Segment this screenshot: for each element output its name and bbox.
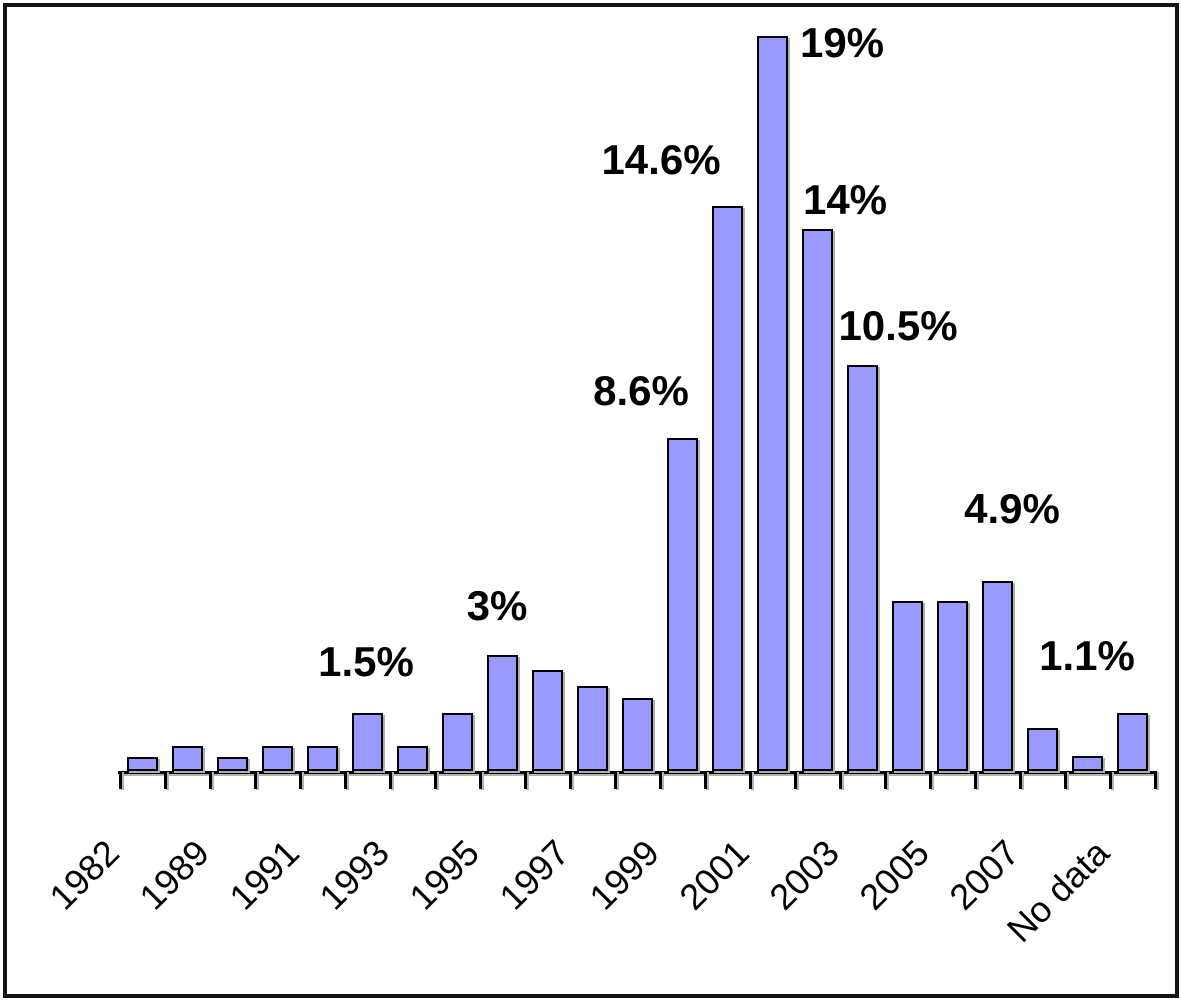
bar-1993 xyxy=(397,746,428,771)
x-axis-tick xyxy=(929,771,932,789)
bar-value-label: 19% xyxy=(799,19,885,66)
x-axis-tick xyxy=(254,771,257,789)
x-axis-tick xyxy=(749,771,752,789)
bar-1982 xyxy=(127,757,158,771)
x-axis-tick xyxy=(434,771,437,789)
bar-year-1 xyxy=(172,746,203,771)
bar-year-9 xyxy=(532,670,563,771)
bar-no-data xyxy=(1117,713,1148,771)
x-axis-tick xyxy=(794,771,797,789)
x-axis-tick xyxy=(479,771,482,789)
bar-value-label: 3% xyxy=(466,582,528,629)
bar-year-3 xyxy=(262,746,293,771)
bar-year-7 xyxy=(442,713,473,771)
bar-1997 xyxy=(577,686,608,771)
x-axis-tick xyxy=(1064,771,1067,789)
x-axis-tick xyxy=(119,771,122,789)
bar-year-11 xyxy=(622,698,653,771)
bar-2005 xyxy=(937,601,968,771)
x-axis-tick xyxy=(839,771,842,789)
x-axis-tick xyxy=(389,771,392,789)
bar-year-21 xyxy=(1072,756,1103,771)
bar-value-label: 14.6% xyxy=(601,136,721,183)
x-axis-tick xyxy=(1154,771,1157,789)
bar-1989 xyxy=(217,757,248,771)
bar-2007 xyxy=(1027,728,1058,771)
x-axis-tick xyxy=(614,771,617,789)
chart-border xyxy=(3,3,1179,998)
x-axis-tick xyxy=(299,771,302,789)
bar-year-13 xyxy=(712,206,743,771)
x-axis-tick xyxy=(164,771,167,789)
bar-value-label: 8.6% xyxy=(593,367,689,414)
x-axis-tick xyxy=(209,771,212,789)
bar-2003 xyxy=(847,365,878,771)
bar-year-19 xyxy=(982,581,1013,771)
bar-year-5 xyxy=(352,713,383,771)
bar-1995 xyxy=(487,655,518,771)
bar-year-15 xyxy=(802,229,833,771)
bar-value-label: 4.9% xyxy=(964,485,1060,532)
bar-value-label: 14% xyxy=(802,176,888,223)
x-axis-tick xyxy=(704,771,707,789)
bar-value-label: 10.5% xyxy=(838,302,958,349)
x-axis-tick xyxy=(659,771,662,789)
bar-value-label: 1.1% xyxy=(1039,632,1135,679)
x-axis-tick xyxy=(1019,771,1022,789)
bar-1999 xyxy=(667,438,698,771)
x-axis-tick xyxy=(884,771,887,789)
x-axis-tick xyxy=(1109,771,1112,789)
bar-year-17 xyxy=(892,601,923,771)
x-axis-tick xyxy=(974,771,977,789)
x-axis-tick xyxy=(569,771,572,789)
x-axis-tick xyxy=(524,771,527,789)
bar-2001 xyxy=(757,36,788,771)
bar-1991 xyxy=(307,746,338,771)
bar-value-label: 1.5% xyxy=(318,638,414,685)
x-axis-tick xyxy=(344,771,347,789)
x-axis-line xyxy=(118,771,1157,774)
